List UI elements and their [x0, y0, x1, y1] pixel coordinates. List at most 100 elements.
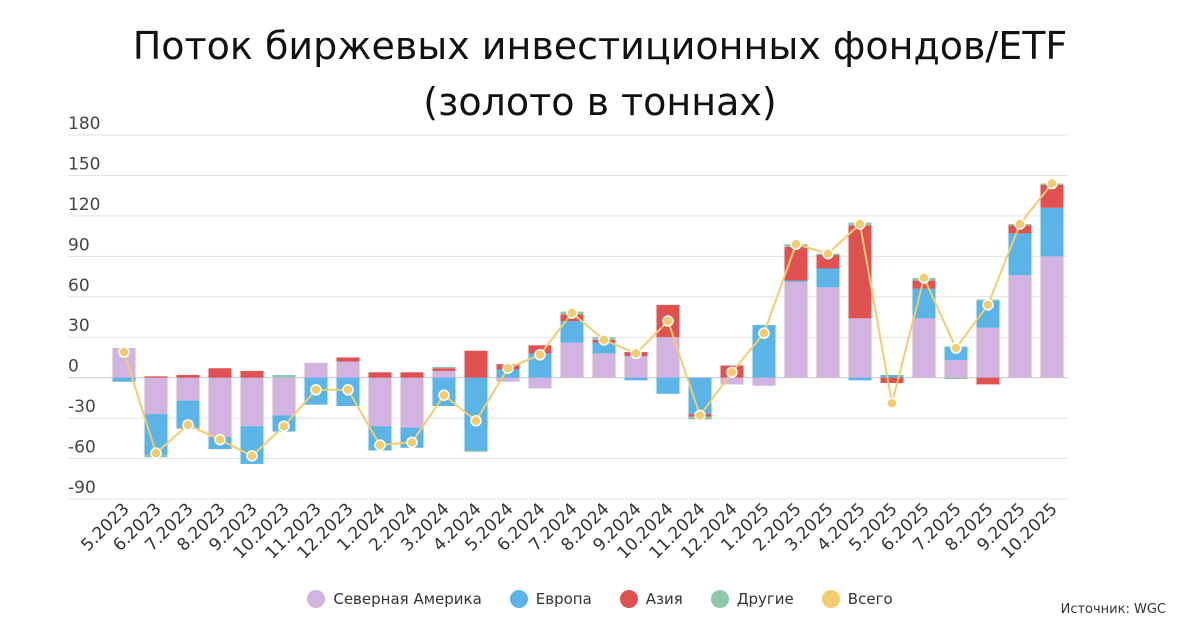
bar-segment	[208, 368, 232, 378]
bar-segment	[944, 377, 968, 380]
source-note: Источник: WGC	[1060, 602, 1166, 617]
total-point	[246, 450, 258, 462]
legend-label-total: Всего	[847, 590, 893, 608]
bar-segment	[400, 372, 424, 378]
total-point	[438, 389, 450, 401]
legend-swatch-asia	[619, 590, 638, 608]
total-point	[310, 384, 322, 396]
total-point	[950, 342, 962, 354]
total-point	[1014, 218, 1026, 230]
bar-segment	[144, 414, 168, 455]
bar-segment	[464, 450, 488, 452]
bar-segment	[560, 342, 584, 378]
bar-segment	[848, 318, 872, 378]
bar-segment	[880, 377, 904, 384]
legend-item-other[interactable]: Другие	[710, 590, 794, 608]
total-point	[854, 218, 866, 230]
bar-segment	[976, 377, 1000, 385]
bar-segment	[1008, 275, 1032, 378]
total-point	[278, 420, 290, 432]
bar-segment	[496, 377, 520, 382]
y-tick-label: 180	[68, 114, 100, 134]
bar-segment	[112, 377, 136, 382]
total-point	[342, 384, 354, 396]
bar-segment	[880, 374, 904, 378]
bar-segment	[944, 360, 968, 378]
legend-item-north-america[interactable]: Северная Америка	[307, 590, 482, 608]
bar-segment	[464, 350, 488, 378]
total-point	[662, 315, 674, 327]
bar-segment	[592, 353, 616, 378]
total-point	[406, 436, 418, 449]
total-point	[1046, 177, 1058, 190]
bar-segment	[912, 318, 936, 378]
bar-segment	[1040, 256, 1064, 378]
bar-segment	[240, 377, 264, 427]
total-point	[790, 238, 802, 250]
legend-item-europe[interactable]: Европа	[509, 590, 592, 608]
y-tick-label: 150	[68, 154, 100, 174]
bar-segment	[816, 254, 840, 269]
total-point	[470, 415, 482, 427]
bar-segment	[848, 377, 872, 381]
bar-segment	[272, 377, 296, 416]
bar-segment	[528, 353, 552, 378]
bar-segment	[432, 366, 456, 369]
bar-segment	[336, 361, 360, 378]
bar-segment	[144, 377, 168, 415]
total-point	[566, 307, 578, 319]
bar-segment	[464, 377, 488, 451]
total-point	[374, 439, 386, 451]
legend-label-north-america: Северная Америка	[333, 590, 482, 608]
total-point	[694, 409, 706, 422]
total-point	[982, 299, 994, 311]
bar-segment	[752, 377, 776, 386]
y-tick-label: -90	[68, 478, 96, 498]
bar-segment	[912, 288, 936, 319]
bar-segment	[368, 372, 392, 378]
total-point	[150, 447, 162, 459]
bar-segment	[432, 370, 456, 378]
total-line	[123, 182, 1053, 458]
legend-item-total[interactable]: Всего	[821, 590, 893, 608]
total-point	[822, 247, 834, 260]
legend-label-asia: Азия	[645, 590, 683, 608]
total-point	[502, 362, 514, 374]
chart-title-line2: (золото в тоннах)	[423, 80, 777, 124]
bar-segment	[528, 377, 552, 389]
chart-title-line1: Поток биржевых инвестиционных фондов/ETF	[132, 24, 1068, 68]
bar-segment	[848, 225, 872, 319]
total-point	[758, 327, 770, 339]
bar-segment	[240, 426, 264, 464]
y-tick-label: 90	[68, 235, 90, 255]
bar-segment	[176, 374, 200, 378]
total-point	[182, 419, 194, 431]
y-tick-label: 30	[68, 316, 90, 336]
bar-segment	[240, 370, 264, 378]
y-tick-label: -60	[68, 438, 96, 458]
bar-segment	[208, 377, 232, 437]
bar-segment	[176, 377, 200, 401]
bar-segment	[1040, 207, 1064, 257]
bar-segment	[720, 377, 744, 385]
bar-segment	[656, 377, 680, 394]
legend-swatch-europe	[509, 590, 528, 608]
total-point	[630, 347, 642, 360]
total-point	[118, 346, 130, 358]
bar-segment	[656, 337, 680, 378]
bar-segment	[304, 362, 328, 378]
bar-segment	[784, 281, 808, 378]
bar-segment	[176, 400, 200, 428]
legend: Северная Америка Европа Азия Другие Всег…	[0, 590, 1200, 608]
total-point	[886, 397, 898, 410]
legend-item-asia[interactable]: Азия	[619, 590, 683, 608]
bar-segment	[816, 268, 840, 288]
y-tick-label: 60	[68, 276, 90, 296]
bar-segment	[272, 374, 296, 378]
bar-segment	[560, 321, 584, 343]
total-point	[214, 433, 226, 446]
total-point	[534, 348, 546, 361]
bar-segment	[976, 327, 1000, 378]
legend-label-europe: Европа	[535, 590, 592, 608]
bar-segment	[784, 246, 808, 281]
